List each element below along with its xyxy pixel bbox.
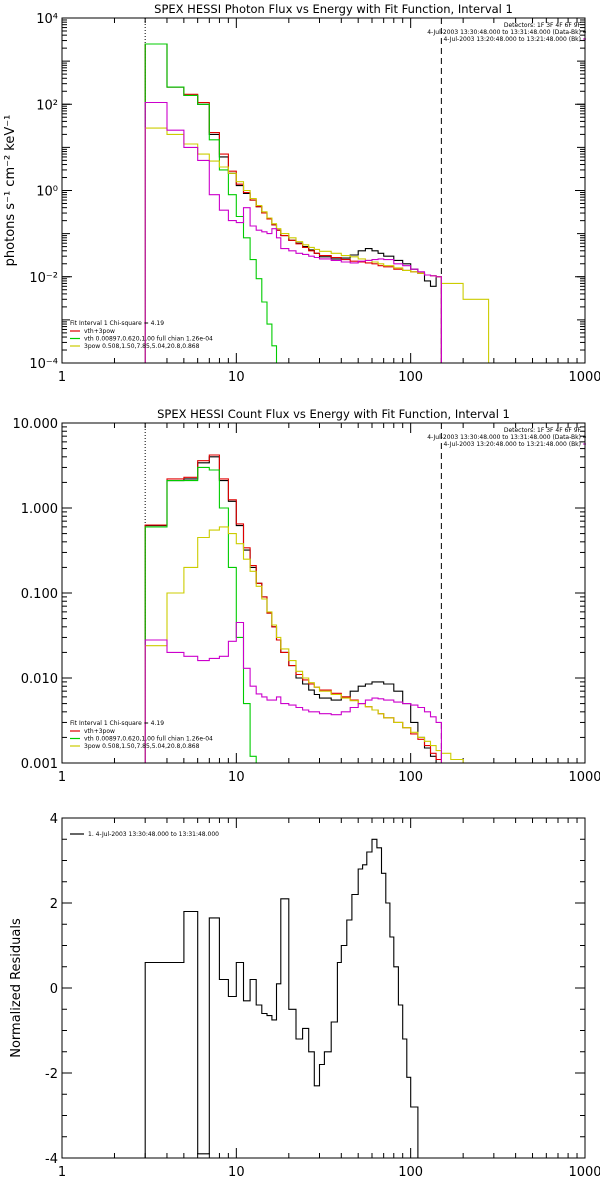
photon-legend-label: vth+3pow [84, 328, 115, 335]
resid-y-tick-label: 0 [50, 982, 58, 997]
count-series-0 [144, 456, 442, 763]
resid-y-axis-label: Normalized Residuals [9, 918, 24, 1058]
count-title: SPEX HESSI Count Flux vs Energy with Fit… [157, 407, 510, 421]
photon-y-tick-label: 10⁻² [29, 271, 58, 286]
count-x-tick-label: 1 [58, 770, 66, 785]
count-x-tick-label: 100 [398, 770, 423, 785]
count-info-line: 4-Jul-2003 13:20:48.000 to 13:21:48.000 … [443, 441, 581, 448]
count-series-group [144, 454, 478, 763]
photon-x-tick-label: 1 [58, 370, 66, 385]
photon-legend-title: Fit Interval 1 Chi-square = 4.19 [70, 320, 164, 327]
count-y-tick-label: 1.000 [21, 502, 58, 517]
photon-series-0 [144, 43, 442, 363]
photon-series-4 [144, 101, 442, 363]
resid-x-tick-label: 1000 [568, 1165, 600, 1180]
resid-y-tick-label: -4 [45, 1152, 58, 1167]
resid-panel: 1 10 100 1000 -4 -2 0 2 4 Normalized Residuals 1. … [9, 812, 600, 1180]
resid-y-tick-label: -2 [45, 1067, 58, 1082]
count-y-tick-label: 0.100 [21, 587, 58, 602]
photon-series-1 [144, 43, 442, 363]
photon-y-axis-label: photons s⁻¹ cm⁻² keV⁻¹ [3, 115, 18, 267]
photon-x-tick-label: 100 [398, 370, 423, 385]
resid-series-0 [144, 838, 442, 1158]
count-info-line: Detectors: 1F 3F 4F 6F 9F [504, 427, 582, 434]
photon-series-group [144, 43, 490, 363]
resid-plot-frame [61, 817, 586, 1159]
count-plot-frame [61, 422, 586, 764]
count-legend-title: Fit Interval 1 Chi-square = 4.19 [70, 720, 164, 727]
resid-series-group [144, 838, 442, 1158]
count-y-tick-label: 0.010 [21, 672, 58, 687]
count-series-2 [144, 466, 257, 763]
photon-x-tick-label: 10 [228, 370, 245, 385]
count-info-line: 4-Jul-2003 13:30:48.000 to 13:31:48.000 … [427, 434, 581, 441]
resid-y-tick-label: 4 [50, 812, 58, 827]
photon-series-3 [144, 127, 490, 363]
photon-info-line: 4-Jul-2003 13:20:48.000 to 13:21:48.000 … [443, 36, 581, 43]
photon-info-line: 4-Jul-2003 13:30:48.000 to 13:31:48.000 … [427, 29, 581, 36]
photon-info-line: Detectors: 1F 3F 4F 6F 9F [504, 22, 582, 29]
count-legend-label: 3pow 0.508,1.50,7.85,5.04,20.8,0.868 [84, 743, 200, 750]
resid-y-tick-label: 2 [50, 897, 58, 912]
count-legend-label: vth 0.00897,0.620,1.00 full chian 1.26e-… [84, 736, 213, 743]
count-legend-label: vth+3pow [84, 728, 115, 735]
photon-y-tick-label: 10⁻⁴ [29, 357, 58, 372]
photon-legend-label: 3pow 0.508,1.50,7.85,5.04,20.8,0.868 [84, 343, 200, 350]
count-series-3 [144, 526, 478, 763]
resid-x-tick-label: 100 [398, 1165, 423, 1180]
photon-y-tick-label: 10⁰ [36, 185, 58, 200]
photon-x-tick-label: 1000 [568, 370, 600, 385]
photon-title: SPEX HESSI Photon Flux vs Energy with Fi… [154, 2, 513, 16]
photon-legend-label: vth 0.00897,0.620,1.00 full chian 1.26e-… [84, 336, 213, 343]
count-y-tick-label: 0.001 [21, 757, 58, 772]
photon-panel: SPEX HESSI Photon Flux vs Energy with Fi… [3, 2, 600, 385]
count-y-tick-label: 10.000 [13, 417, 59, 432]
count-x-tick-label: 10 [228, 770, 245, 785]
photon-series-2 [144, 43, 278, 363]
count-panel: SPEX HESSI Count Flux vs Energy with Fit… [13, 407, 600, 785]
count-x-tick-label: 1000 [568, 770, 600, 785]
resid-x-tick-label: 10 [228, 1165, 245, 1180]
photon-plot-frame [61, 17, 586, 364]
resid-legend-label: 1. 4-Jul-2003 13:30:48.000 to 13:31:48.0… [88, 831, 219, 838]
photon-y-tick-label: 10² [36, 98, 58, 113]
resid-x-tick-label: 1 [58, 1165, 66, 1180]
count-series-4 [144, 621, 442, 763]
photon-y-tick-label: 10⁴ [36, 12, 58, 27]
count-series-1 [144, 454, 442, 763]
